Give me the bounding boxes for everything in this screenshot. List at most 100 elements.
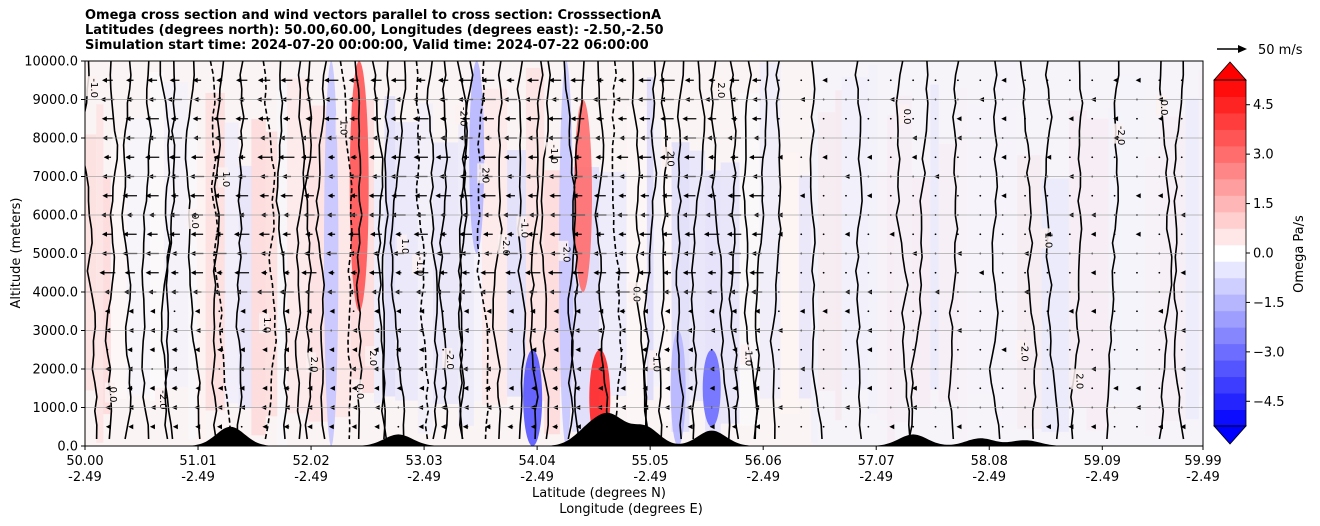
- contour-line: [567, 61, 585, 440]
- wind-vector-head: [730, 154, 736, 160]
- wind-vector-head: [683, 193, 689, 199]
- contour-label-bg: [1016, 340, 1027, 361]
- wind-vector-head: [751, 231, 757, 237]
- wind-vector-head: [754, 385, 760, 391]
- wind-vector-head: [125, 116, 131, 122]
- wind-vector-head: [461, 116, 467, 122]
- wind-vector-head: [439, 231, 445, 237]
- wind-vector-dot: [1024, 425, 1026, 428]
- wind-vector-dot: [777, 348, 780, 351]
- contour-line: [85, 61, 98, 440]
- wind-vector-head: [1180, 424, 1186, 430]
- colorbar-level: [1214, 195, 1246, 213]
- field-band: [103, 177, 111, 415]
- wind-vector-dot: [800, 117, 803, 120]
- wind-vector-head: [127, 347, 133, 353]
- x-tick-label-latitude: 54.04: [519, 454, 556, 469]
- wind-vector-head: [234, 270, 240, 276]
- wind-vector-dot: [777, 271, 780, 274]
- wind-vector-head: [683, 154, 689, 160]
- contour-line: [539, 61, 552, 440]
- contour-label-bg: [1112, 123, 1123, 144]
- contour-label: 2.0: [479, 167, 490, 183]
- wind-vector-head: [349, 193, 355, 199]
- colorbar-level: [1214, 393, 1246, 411]
- wind-vector-head: [351, 385, 357, 391]
- contour-line: [121, 61, 132, 440]
- wind-vector-head: [1113, 385, 1119, 391]
- wind-vector-head: [128, 424, 134, 430]
- wind-vector-dot: [1091, 117, 1094, 120]
- wind-vector-head: [659, 154, 665, 160]
- wind-vector-head: [213, 116, 219, 122]
- wind-vector-head: [327, 154, 333, 160]
- contour-label-bg: [558, 240, 569, 261]
- wind-vector-head: [1135, 77, 1141, 83]
- wind-vector-head: [416, 77, 422, 83]
- wind-vector-head: [435, 193, 441, 199]
- wind-vector-head: [150, 308, 156, 314]
- wind-vector-dot: [800, 271, 803, 274]
- wind-vector-head: [662, 270, 668, 276]
- wind-vector-head: [1001, 77, 1007, 83]
- contour-line: [235, 61, 245, 439]
- wind-vector-dot: [979, 194, 982, 197]
- wind-vector-head: [684, 231, 690, 237]
- wind-vector-dot: [934, 271, 937, 274]
- field-band: [96, 104, 104, 443]
- wind-vector-head: [505, 270, 511, 276]
- wind-vector-head: [524, 270, 530, 276]
- wind-vector-head: [1135, 193, 1141, 199]
- wind-vector-head: [149, 347, 155, 353]
- wind-vector-head: [573, 231, 579, 237]
- wind-vector-head: [598, 385, 604, 391]
- wind-vector-head: [99, 270, 105, 276]
- wind-vector-head: [368, 193, 374, 199]
- wind-vector-dot: [1001, 310, 1004, 313]
- contour-label: 2.0: [664, 151, 675, 167]
- wind-vector-head: [301, 154, 307, 160]
- wind-vector-head: [682, 116, 688, 122]
- wind-vector-head: [552, 385, 558, 391]
- x-tick-label-latitude: 59.99: [1184, 454, 1221, 469]
- wind-vector-head: [1180, 270, 1186, 276]
- contour-line: [908, 61, 929, 440]
- wind-vector-head: [1135, 231, 1141, 237]
- wind-vector-dot: [912, 348, 915, 351]
- wind-vector-head: [1113, 77, 1119, 83]
- contour-label-bg: [306, 352, 317, 373]
- wind-vector-head: [911, 385, 917, 391]
- wind-vector-dot: [1068, 271, 1071, 274]
- wind-vector-dot: [934, 425, 937, 428]
- contour-label-bg: [217, 167, 228, 188]
- wind-vector-head: [748, 193, 754, 199]
- contour-label-bg: [155, 387, 166, 408]
- wind-vector-dot: [1180, 79, 1183, 82]
- wind-vector-head: [503, 154, 509, 160]
- contour-label: -2.0: [457, 107, 468, 127]
- wind-vector-head: [419, 308, 425, 314]
- wind-vector-dot: [666, 425, 668, 428]
- wind-vector-head: [458, 231, 464, 237]
- wind-vector-dot: [1180, 387, 1183, 390]
- wind-vector-head: [145, 154, 151, 160]
- wind-vector-dot: [822, 117, 825, 120]
- wind-vector-head: [732, 385, 738, 391]
- wind-vector-head: [412, 116, 418, 122]
- wind-vector-dot: [1068, 156, 1071, 159]
- wind-vector-head: [730, 116, 736, 122]
- contour-line: [294, 61, 306, 440]
- wind-vector-dot: [777, 387, 780, 390]
- wind-vector-head: [213, 154, 219, 160]
- wind-vector-head: [665, 385, 671, 391]
- wind-vector-head: [547, 116, 553, 122]
- wind-vector-head: [102, 193, 108, 199]
- wind-vector-head: [149, 424, 155, 430]
- colorbar-level: [1214, 310, 1246, 328]
- wind-vector-head: [374, 308, 380, 314]
- wind-vector-dot: [777, 117, 780, 120]
- wind-vector-head: [638, 270, 644, 276]
- wind-vector-dot: [1158, 233, 1161, 236]
- wind-vector-head: [189, 193, 195, 199]
